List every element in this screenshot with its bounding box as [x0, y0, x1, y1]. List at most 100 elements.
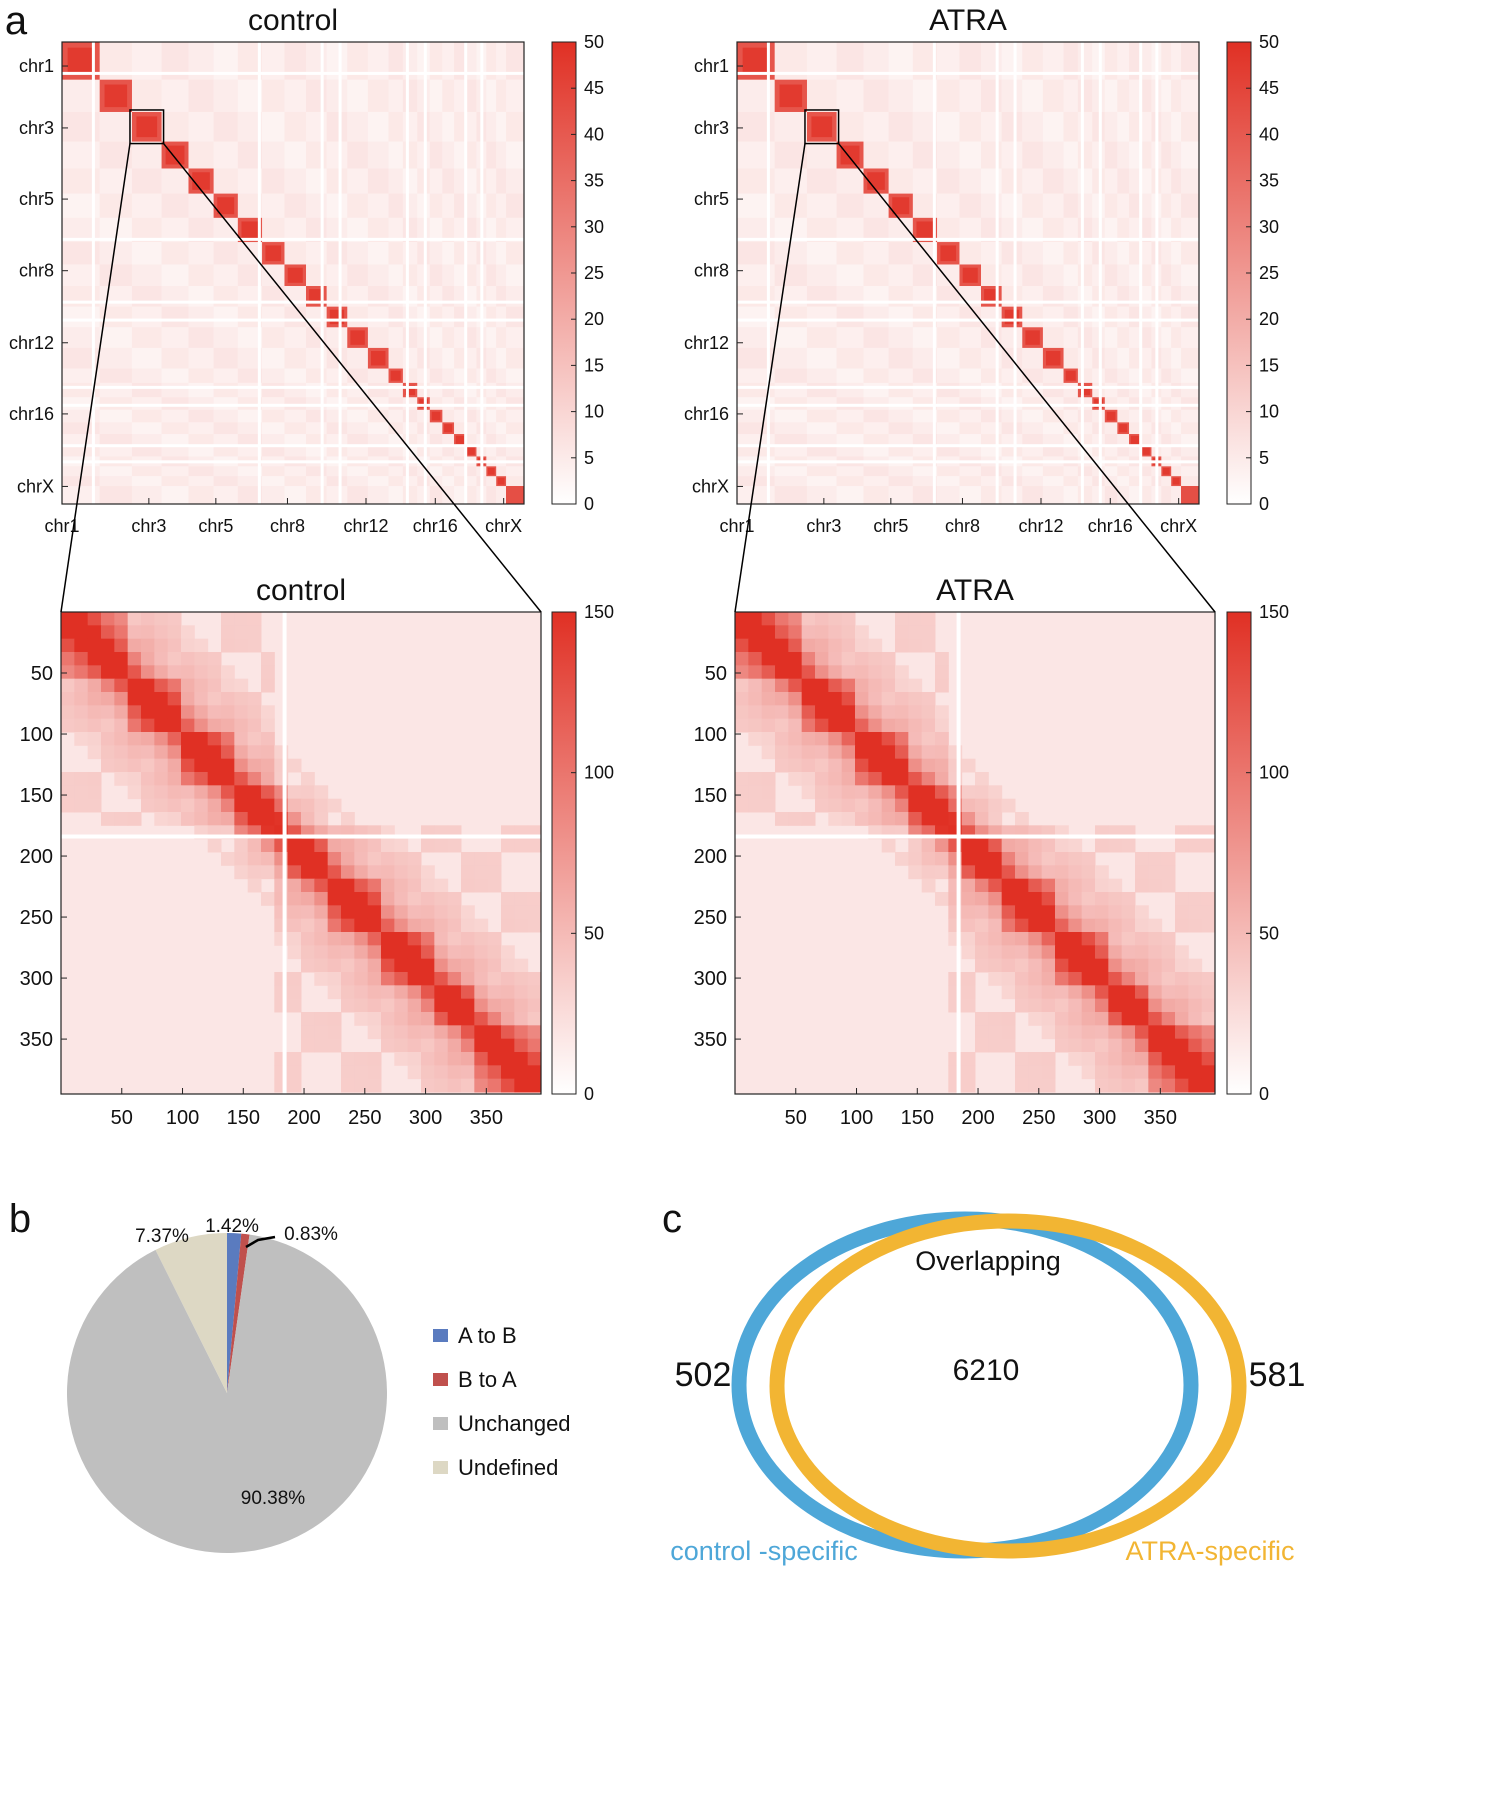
contact-cell	[287, 918, 302, 933]
contact-cell	[407, 972, 422, 986]
contact-cell	[394, 1052, 409, 1066]
contact-cell	[221, 745, 235, 760]
contact-cell	[407, 1065, 422, 1080]
contact-cell	[327, 1025, 342, 1040]
contact-cell	[855, 812, 869, 826]
heatmap-frame	[736, 41, 1200, 505]
chromosome-core	[962, 267, 978, 283]
interchrom-block	[1171, 79, 1182, 112]
contact-cell	[1135, 1065, 1149, 1080]
interchrom-block	[237, 486, 263, 504]
contact-cell	[261, 718, 275, 733]
interchrom-block	[1092, 476, 1105, 487]
contact-cell	[1068, 1025, 1083, 1040]
contact-cell	[815, 732, 829, 746]
interchrom-block	[1001, 264, 1023, 287]
interchrom-block	[1181, 382, 1199, 398]
contact-cell	[908, 625, 923, 640]
contact-cell	[868, 678, 883, 693]
contact-cell	[908, 678, 923, 693]
interchrom-block	[131, 466, 162, 477]
contact-cell	[988, 812, 1003, 826]
contact-cell	[1095, 998, 1109, 1013]
interchrom-block	[388, 382, 403, 398]
contact-cell	[1121, 932, 1136, 946]
contact-cell	[935, 812, 949, 826]
interchrom-block	[237, 409, 263, 423]
contact-cell	[381, 1038, 395, 1053]
contact-cell	[301, 785, 315, 800]
contact-cell	[961, 972, 976, 986]
contact-cell	[1161, 958, 1176, 973]
contact-cell	[287, 1052, 302, 1066]
interchrom-block	[213, 141, 238, 169]
interchrom-block	[237, 434, 263, 446]
white-stripe	[423, 42, 427, 504]
interchrom-block	[1129, 42, 1141, 80]
contact-cell	[1175, 892, 1189, 906]
contact-cell	[234, 865, 249, 880]
interchrom-block	[131, 486, 162, 504]
contact-cell	[775, 665, 789, 680]
contact-cell	[327, 932, 342, 946]
contact-cell	[935, 652, 949, 666]
interchrom-block	[1042, 141, 1064, 169]
contact-cell	[501, 838, 515, 853]
interchrom-block	[454, 486, 466, 504]
contact-cell	[815, 638, 829, 653]
contact-cell	[141, 638, 155, 653]
contact-cell	[1001, 945, 1016, 960]
interchrom-block	[347, 79, 368, 112]
contact-cell	[1068, 998, 1083, 1013]
interchrom-block	[367, 486, 389, 504]
y-tick-label: chr8	[19, 261, 54, 281]
interchrom-block	[237, 347, 263, 369]
contact-cell	[735, 798, 749, 813]
contact-cell	[367, 932, 382, 946]
contact-cell	[788, 732, 803, 746]
interchrom-block	[486, 168, 497, 194]
interchrom-block	[367, 79, 389, 112]
interchrom-block	[1001, 466, 1023, 477]
heatmap-title: ATRA	[936, 574, 1014, 607]
contact-cell	[194, 652, 209, 666]
contact-cell	[434, 958, 449, 973]
interchrom-block	[99, 368, 132, 383]
contact-cell	[301, 878, 315, 893]
interchrom-block	[1001, 434, 1023, 446]
interchrom-block	[402, 168, 418, 194]
interchrom-block	[188, 434, 214, 446]
contact-cell	[1028, 945, 1043, 960]
contact-cell	[828, 638, 843, 653]
interchrom-block	[1161, 486, 1172, 504]
contact-cell	[801, 705, 816, 720]
panel-label-a: a	[5, 0, 28, 43]
contact-cell	[1015, 1078, 1029, 1093]
contact-cell	[514, 838, 529, 853]
contact-cell	[141, 612, 155, 626]
contact-cell	[114, 612, 129, 626]
interchrom-block	[486, 264, 497, 287]
contact-cell	[327, 945, 342, 960]
contact-cell	[461, 985, 475, 1000]
chromosome-core	[455, 435, 464, 444]
interchrom-block	[1117, 306, 1130, 328]
contact-cell	[868, 758, 883, 773]
contact-cell	[895, 638, 909, 653]
interchrom-block	[284, 79, 307, 112]
contact-cell	[1095, 905, 1109, 920]
contact-cell	[487, 878, 502, 893]
interchrom-block	[1063, 306, 1078, 328]
interchrom-block	[454, 141, 466, 169]
interchrom-block	[1140, 168, 1152, 194]
interchrom-block	[1117, 347, 1130, 369]
contact-cell	[828, 812, 843, 826]
contact-cell	[1148, 1038, 1163, 1053]
contact-cell	[881, 718, 896, 733]
interchrom-block	[1042, 445, 1064, 457]
interchrom-block	[1140, 422, 1152, 435]
contact-cell	[1095, 878, 1109, 893]
interchrom-block	[1161, 193, 1172, 218]
interchrom-block	[402, 264, 418, 287]
interchrom-block	[465, 141, 477, 169]
